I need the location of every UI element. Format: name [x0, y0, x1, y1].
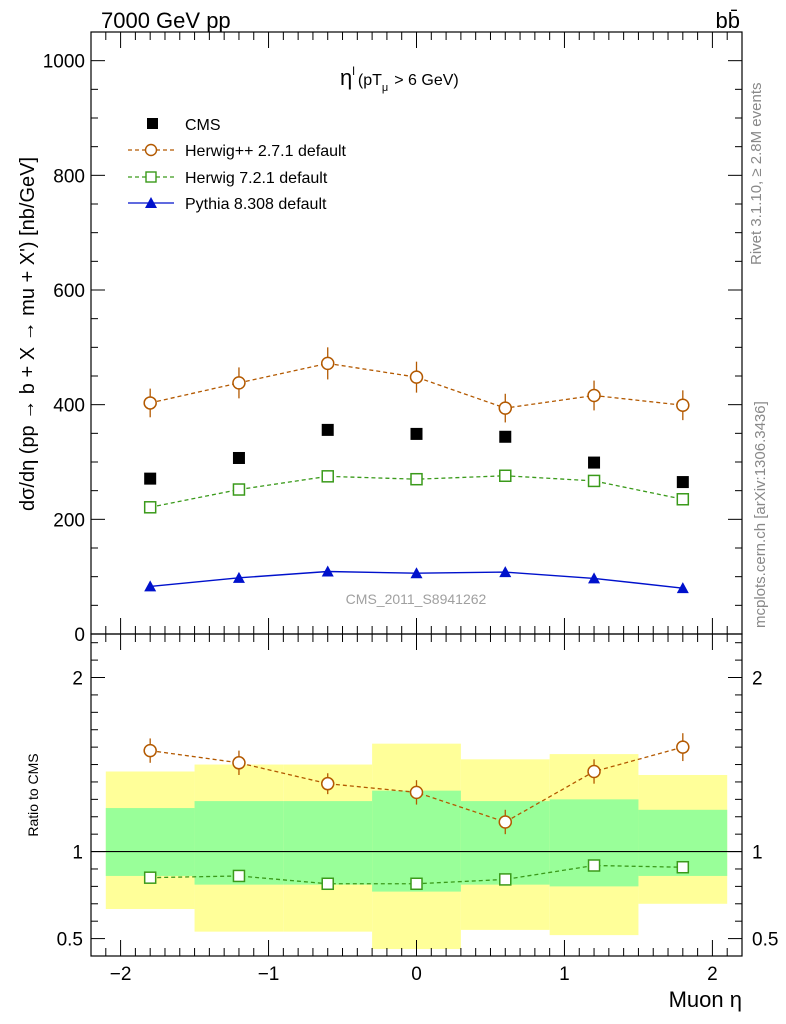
source-label: mcplots.cern.ch [arXiv:1306.3436]: [752, 401, 769, 628]
pythia-point: [676, 582, 689, 594]
legend-entry-pythia: Pythia 8.308 default: [128, 196, 327, 213]
cms-point: [321, 423, 334, 436]
main-ytick-label: 200: [53, 510, 85, 531]
ratio-ytick-label: 2: [72, 669, 83, 690]
main-title-sup: l: [352, 64, 355, 78]
ratio-herwigpp-point: [676, 740, 690, 754]
ratio-herwig7-point: [232, 869, 246, 883]
pythia-point: [588, 572, 601, 584]
pythia-point: [321, 565, 334, 577]
cms-point: [144, 472, 157, 485]
analysis-label: CMS_2011_S8941262: [346, 591, 487, 607]
main-title: ηl(pTμ > 6 GeV): [340, 64, 459, 94]
main-ylabel: dσ/dη (pp → b + X → mu + X') [nb/GeV]: [17, 157, 39, 511]
ratio-ylabel: Ratio to CMS: [25, 753, 41, 836]
herwig7-point: [587, 474, 601, 488]
cms-point: [232, 451, 245, 464]
herwigpp-point: [143, 396, 157, 410]
main-axis-ticks: 0 200 400 600 800 1000: [43, 32, 743, 646]
herwig7-point: [321, 470, 334, 483]
pythia-point: [144, 580, 157, 592]
main-title-tail: > 6 GeV): [394, 72, 458, 89]
ratio-xtick-label: −2: [110, 964, 132, 985]
ratio-series-layer: [143, 733, 690, 891]
ratio-band-layer: [105, 743, 728, 950]
rivet-label: Rivet 3.1.10, ≥ 2.8M events: [748, 83, 765, 266]
ratio-ytick-label: 0.5: [57, 930, 83, 951]
ratio-herwig7-point: [143, 871, 157, 884]
ratio-ytick-label: 1: [72, 843, 83, 864]
legend-pythia-label: Pythia 8.308 default: [185, 196, 327, 213]
legend-pythia-marker: [145, 197, 157, 208]
main-ytick-label: 0: [74, 625, 85, 646]
ratio-ytick-label-right: 1: [752, 843, 763, 864]
main-series-layer: [143, 347, 690, 594]
ratio-herwigpp-point: [232, 756, 246, 770]
ratio-band-inner: [549, 799, 639, 887]
cms-point: [410, 427, 423, 440]
main-panel: 0 200 400 600 800 1000 dσ/dη (pp → b + X → mu…: [17, 31, 743, 646]
ratio-herwig7-point: [499, 873, 512, 886]
ratio-herwigpp-point: [143, 743, 157, 758]
herwigpp-point: [587, 388, 601, 403]
herwigpp-point: [320, 356, 335, 371]
legend-herwig7-marker: [145, 171, 157, 183]
ratio-xtick-label: −1: [258, 964, 280, 985]
main-title-sub: μ: [382, 82, 388, 94]
ratio-band-inner: [283, 801, 373, 885]
ratio-ytick-label-right: 0.5: [752, 930, 778, 951]
ratio-herwigpp-point: [320, 776, 335, 791]
process-label: bb̄: [716, 8, 740, 33]
ratio-herwigpp-point: [587, 764, 601, 779]
herwigpp-point: [409, 370, 424, 384]
herwig7-point: [143, 501, 157, 514]
main-ytick-label: 600: [53, 281, 85, 302]
main-title-rest: (pT: [358, 72, 382, 89]
ratio-herwig7-point: [676, 860, 690, 874]
legend-herwigpp-label: Herwig++ 2.7.1 default: [185, 143, 347, 160]
pythia-point: [410, 567, 423, 579]
ratio-ytick-label-right: 2: [752, 669, 763, 690]
herwig7-point: [676, 493, 690, 506]
ratio-herwigpp-point: [409, 785, 424, 800]
herwig7-point: [410, 472, 423, 486]
legend-herwigpp-marker: [144, 143, 158, 157]
ratio-band-inner: [105, 808, 195, 876]
main-ytick-label: 400: [53, 396, 85, 417]
legend-cms-marker: [147, 118, 158, 129]
main-ytick-label: 800: [53, 166, 85, 187]
legend-entry-herwigpp: Herwig++ 2.7.1 default: [128, 143, 347, 160]
herwigpp-point: [676, 398, 690, 412]
herwigpp-point: [498, 401, 513, 415]
herwigpp-point: [232, 376, 246, 390]
main-title-eta: η: [340, 65, 352, 90]
main-ytick-label: 1000: [43, 52, 85, 73]
energy-label: 7000 GeV pp: [101, 8, 231, 33]
ratio-xtick-label: 1: [559, 964, 570, 985]
ratio-herwig7-point: [410, 877, 423, 891]
legend-herwig7-label: Herwig 7.2.1 default: [185, 170, 328, 187]
ratio-xlabel: Muon η: [669, 987, 742, 1012]
pythia-point: [232, 571, 245, 583]
cms-point: [588, 456, 601, 469]
ratio-herwigpp-point: [498, 815, 513, 829]
ratio-herwig7-point: [321, 877, 334, 891]
ratio-band-inner: [372, 790, 461, 892]
cms-point: [499, 430, 512, 443]
cms-point: [676, 476, 689, 489]
legend-entry-herwig7: Herwig 7.2.1 default: [128, 170, 328, 187]
herwig7-point: [499, 469, 512, 483]
legend-entry-cms: CMS: [147, 117, 221, 134]
legend-cms-label: CMS: [185, 117, 221, 134]
pythia-point: [499, 566, 512, 578]
herwig7-point: [232, 483, 246, 496]
ratio-herwig7-point: [587, 859, 601, 872]
ratio-axis-ticks: 0.5 0.5 1 1 2 2 −2 −1 0 1 2: [57, 634, 778, 985]
ratio-xtick-label: 0: [411, 964, 422, 985]
legend: CMS Herwig++ 2.7.1 default Herwig 7.2.1 …: [128, 117, 347, 213]
ratio-panel: 0.5 0.5 1 1 2 2 −2 −1 0 1 2 Ratio to CMS Muon η: [25, 633, 778, 1012]
ratio-xtick-label: 2: [707, 964, 718, 985]
